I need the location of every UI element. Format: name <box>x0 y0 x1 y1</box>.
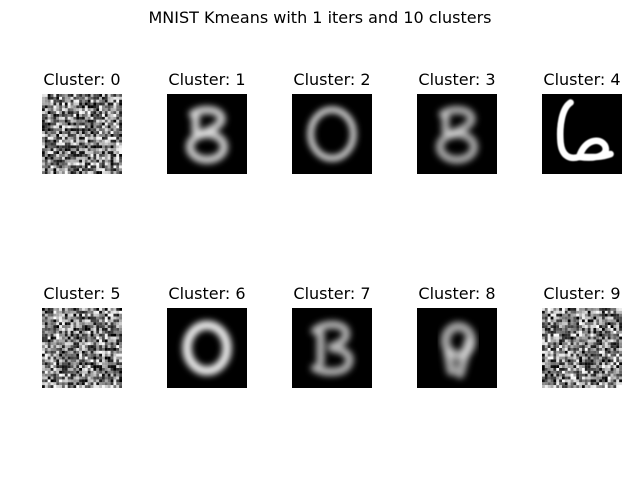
cluster-title-0: Cluster: 0 <box>43 70 121 89</box>
noise-pixels <box>42 94 122 174</box>
cluster-image-5 <box>42 308 122 388</box>
cluster-title-1: Cluster: 1 <box>168 70 246 89</box>
digit-strokes <box>307 106 357 162</box>
cluster-image-3 <box>417 94 497 174</box>
noise-pixels <box>542 308 622 388</box>
digit-strokes <box>440 321 477 379</box>
image-background <box>292 94 372 174</box>
image-background <box>542 94 622 174</box>
cluster-image-9 <box>542 308 622 388</box>
figure-title: MNIST Kmeans with 1 iters and 10 cluster… <box>148 8 492 27</box>
image-background <box>167 308 247 388</box>
cluster-title-4: Cluster: 4 <box>543 70 621 89</box>
cluster-title-7: Cluster: 7 <box>293 284 371 303</box>
noise-pixels <box>42 308 122 388</box>
cluster-image-2 <box>292 94 372 174</box>
cluster-image-0 <box>42 94 122 174</box>
cluster-title-9: Cluster: 9 <box>543 284 621 303</box>
cluster-title-8: Cluster: 8 <box>418 284 496 303</box>
digit-strokes <box>435 106 479 164</box>
digit-strokes <box>556 99 614 162</box>
cluster-image-4 <box>542 94 622 174</box>
cluster-title-3: Cluster: 3 <box>418 70 496 89</box>
cluster-image-8 <box>417 308 497 388</box>
digit-strokes <box>182 320 232 376</box>
cluster-title-5: Cluster: 5 <box>43 284 121 303</box>
cluster-title-6: Cluster: 6 <box>168 284 246 303</box>
cluster-image-6 <box>167 308 247 388</box>
digit-strokes <box>310 320 354 376</box>
cluster-title-2: Cluster: 2 <box>293 70 371 89</box>
digit-strokes <box>185 106 229 164</box>
cluster-image-1 <box>167 94 247 174</box>
cluster-image-7 <box>292 308 372 388</box>
